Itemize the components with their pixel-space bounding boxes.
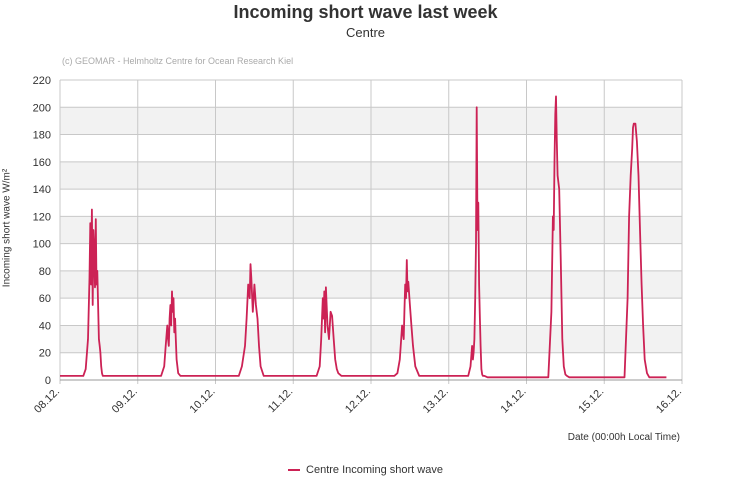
y-tick-label: 0 bbox=[45, 375, 51, 387]
y-tick-label: 100 bbox=[33, 239, 51, 251]
y-tick-label: 80 bbox=[39, 266, 51, 278]
series-line bbox=[60, 95, 667, 379]
credit-text: (c) GEOMAR - Helmholtz Centre for Ocean … bbox=[62, 56, 294, 66]
chart-title: Incoming short wave last week bbox=[233, 2, 498, 22]
y-tick-label: 60 bbox=[39, 293, 51, 305]
axis-lines bbox=[59, 80, 683, 381]
y-tick-labels: 0 20 40 60 80 100 120 140 160 180 200 220 bbox=[33, 75, 51, 387]
x-tick-label: 16.12. bbox=[654, 386, 684, 416]
y-axis-title: Incoming short wave W/m² bbox=[1, 168, 13, 288]
x-tick-label: 13.12. bbox=[421, 386, 451, 416]
y-tick-label: 120 bbox=[33, 211, 51, 223]
x-tick-labels: 08.12. 09.12. 10.12. 11.12. 12.12. 13.12. 14.1… bbox=[32, 386, 684, 416]
y-tick-label: 180 bbox=[33, 130, 51, 142]
y-tick-label: 220 bbox=[33, 75, 51, 87]
y-tick-label: 140 bbox=[33, 184, 51, 196]
x-tick-label: 12.12. bbox=[343, 386, 373, 416]
x-tick-label: 11.12. bbox=[266, 386, 296, 416]
x-tick-label: 09.12. bbox=[110, 386, 140, 416]
series-layer bbox=[60, 95, 667, 379]
x-axis-title: Date (00:00h Local Time) bbox=[567, 432, 680, 443]
x-tick-label: 08.12. bbox=[32, 386, 62, 416]
legend-label: Centre Incoming short wave bbox=[306, 464, 443, 476]
y-tick-label: 40 bbox=[39, 320, 51, 332]
x-tick-label: 10.12. bbox=[188, 386, 218, 416]
legend-item-centre-incoming-short-wave[interactable]: Centre Incoming short wave bbox=[288, 464, 443, 476]
legend-swatch bbox=[288, 469, 301, 471]
y-tick-label: 200 bbox=[33, 102, 51, 114]
chart-subtitle: Centre bbox=[345, 25, 386, 40]
y-tick-label: 160 bbox=[33, 157, 51, 169]
x-tick-label: 14.12. bbox=[499, 386, 529, 416]
vertical-gridlines bbox=[59, 80, 683, 384]
legend: Centre Incoming short wave bbox=[0, 458, 731, 476]
x-tick-label: 15.12. bbox=[576, 386, 606, 416]
y-tick-label: 20 bbox=[39, 348, 51, 360]
